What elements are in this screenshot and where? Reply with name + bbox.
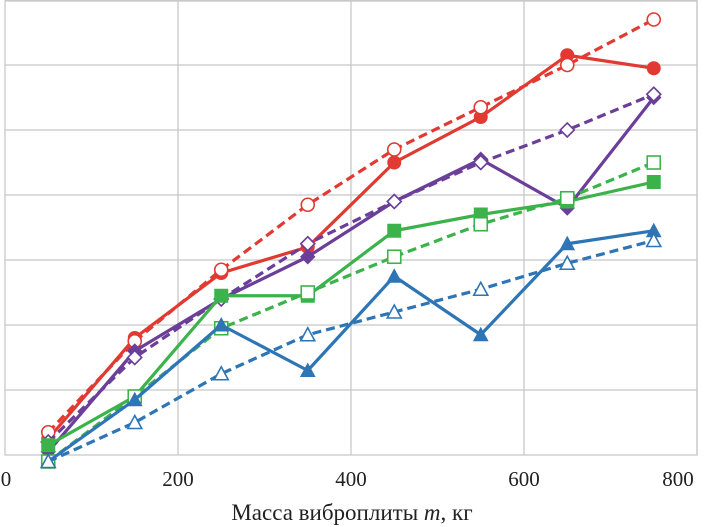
data-point: [126, 349, 143, 366]
data-point: [387, 155, 402, 170]
series-2: [40, 12, 662, 440]
data-point: [385, 303, 403, 319]
data-point: [645, 231, 663, 248]
data-point: [472, 326, 489, 342]
data-point: [126, 413, 144, 430]
data-point: [300, 249, 316, 265]
series-line: [47, 229, 654, 463]
x-tick-label: 200: [162, 467, 194, 491]
data-point: [386, 268, 403, 283]
data-point: [39, 452, 57, 469]
data-point: [212, 365, 230, 381]
data-point: [299, 235, 316, 252]
data-point: [300, 197, 316, 213]
data-point: [559, 190, 575, 206]
data-point: [299, 326, 317, 342]
data-point: [558, 254, 576, 271]
data-point: [126, 391, 143, 407]
data-point: [387, 223, 402, 238]
series-8: [39, 231, 663, 469]
data-point: [559, 235, 576, 251]
x-tick-label: 800: [662, 467, 694, 491]
series-line: [47, 96, 656, 453]
x-axis-title-variable: m: [424, 500, 441, 525]
data-point: [646, 155, 662, 170]
x-tick-label: 400: [335, 467, 367, 491]
data-point: [213, 262, 229, 278]
x-tick-label: 600: [508, 467, 540, 491]
data-point: [41, 438, 56, 453]
series-line: [47, 53, 654, 440]
data-point: [299, 362, 316, 377]
data-point: [559, 121, 576, 139]
series-line: [47, 92, 655, 444]
data-point: [214, 288, 229, 303]
data-point: [559, 57, 575, 73]
x-axis-title-text: Масса виброплиты: [231, 500, 424, 525]
data-point: [472, 280, 490, 297]
series-line: [47, 18, 655, 434]
data-point: [473, 216, 489, 232]
series-line: [47, 180, 655, 447]
x-axis-title-unit: , кг: [441, 500, 473, 525]
x-axis-title: Масса виброплиты m, кг: [231, 500, 472, 525]
data-point: [300, 285, 316, 300]
x-tick-labels: 0 200 400 600 800: [1, 467, 694, 491]
data-point: [386, 142, 402, 157]
x-tick-label: 0: [1, 467, 12, 491]
data-point: [386, 193, 403, 210]
series-line: [47, 161, 655, 463]
plot-border: [4, 0, 698, 456]
series-layer: [39, 12, 663, 469]
data-point: [213, 316, 230, 332]
data-point: [472, 154, 489, 171]
data-point: [646, 175, 661, 189]
data-point: [646, 12, 662, 27]
data-point: [473, 99, 489, 115]
series-7: [40, 222, 662, 468]
data-point: [646, 61, 661, 76]
data-point: [386, 249, 402, 265]
data-point: [645, 86, 662, 103]
